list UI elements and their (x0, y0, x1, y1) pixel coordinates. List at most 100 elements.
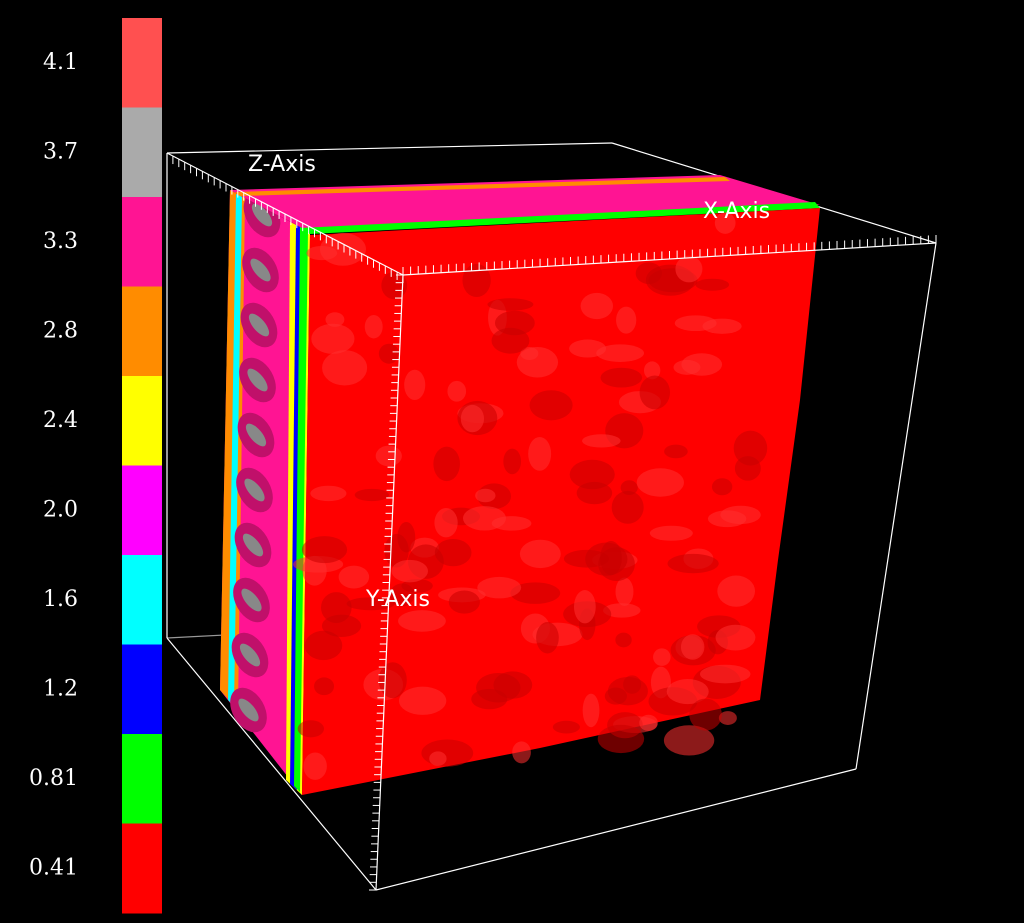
shade-patch (717, 575, 756, 607)
shade-patch (398, 610, 446, 632)
colorbar-label: 3.3 (43, 229, 78, 254)
shade-patch (715, 624, 756, 651)
colorbar-swatch (122, 376, 162, 466)
shade-patch (389, 583, 415, 607)
shade-patch (404, 369, 426, 401)
shade-patch (319, 232, 366, 266)
colorbar-swatch (122, 286, 162, 377)
shade-patch (477, 576, 522, 599)
shade-patch (711, 478, 733, 496)
shade-patch (615, 577, 634, 606)
shade-patch (491, 327, 530, 354)
shade-patch (378, 662, 407, 699)
colorbar-label: 0.81 (29, 766, 78, 791)
blob-core (238, 698, 259, 722)
shade-patch (310, 485, 347, 502)
shade-patch (536, 622, 559, 654)
blob-core (241, 588, 262, 612)
shade-patch (448, 590, 480, 614)
colorbar-label: 1.2 (43, 676, 78, 701)
isosurface-blobs (230, 192, 281, 733)
shade-patch (301, 536, 348, 564)
shade-patch (338, 565, 370, 589)
shade-patch (714, 212, 736, 234)
shade-patch (673, 359, 701, 375)
shade-patch (487, 298, 534, 311)
blob-core (247, 368, 268, 392)
shade-patch (596, 344, 645, 362)
shade-patch (649, 525, 693, 541)
shade-patch (303, 752, 327, 780)
shade-patch (603, 603, 641, 618)
blob-core (251, 203, 273, 227)
shade-patch (663, 725, 715, 756)
blob-core (248, 313, 270, 337)
shade-patch (700, 664, 751, 684)
shade-patch (434, 508, 458, 538)
shade-patch (476, 672, 521, 703)
shade-patch (666, 678, 709, 705)
shade-patch (615, 632, 632, 648)
shade-patch (707, 510, 747, 528)
axis-ticks (166, 153, 937, 891)
shade-patch (510, 582, 561, 604)
shade-patch (576, 481, 613, 505)
shade-patch (381, 271, 408, 300)
shade-patch (512, 741, 531, 764)
shade-patch (653, 648, 671, 666)
colorbar: 4.1 3.7 3.3 2.8 2.4 2.0 1.6 1.2 0.81 0.41 (29, 18, 162, 914)
colorbar-swatch (122, 644, 162, 735)
shade-patch (689, 698, 722, 731)
shade-patch (304, 630, 343, 661)
blob-core (242, 533, 264, 557)
colorbar-swatch (122, 823, 162, 914)
shade-patch (346, 597, 395, 611)
shade-patch (354, 488, 389, 502)
shade-patch (664, 444, 688, 459)
colorbar-label: 4.1 (43, 50, 78, 75)
colorbar-swatch (122, 107, 162, 198)
colorbar-swatch (122, 197, 162, 287)
shade-patch (375, 445, 402, 467)
shade-patch (491, 516, 532, 531)
colorbar-label: 1.6 (43, 587, 78, 612)
shade-patch (674, 315, 717, 332)
shade-patch (475, 488, 496, 503)
colorbar-label: 0.41 (29, 855, 78, 880)
shade-patch (616, 306, 637, 334)
shade-patch (519, 539, 561, 569)
shade-patch (516, 347, 559, 378)
colorbar-label: 3.7 (43, 139, 78, 164)
shade-patch (582, 693, 600, 728)
shade-patch (573, 590, 596, 624)
z-axis-label: Z-Axis (248, 152, 316, 177)
shade-patch (322, 350, 368, 386)
shade-patch (597, 724, 645, 754)
shade-patch (325, 312, 345, 327)
shade-patch (643, 361, 661, 380)
shade-patch (611, 490, 644, 524)
shade-patch (580, 292, 614, 320)
shade-patch (680, 634, 705, 660)
shade-patch (718, 711, 737, 725)
shade-patch (569, 459, 615, 490)
colorbar-label: 2.0 (43, 497, 78, 522)
shade-patch (569, 339, 607, 358)
shade-patch (314, 677, 335, 696)
colorbar-swatch (122, 18, 162, 108)
shade-patch (529, 390, 573, 421)
shade-patch (297, 720, 325, 738)
shade-patch (563, 549, 610, 568)
shade-patch (733, 430, 768, 466)
blob-core (244, 478, 265, 502)
shade-patch (398, 686, 447, 715)
blob-core (245, 423, 267, 447)
shade-patch (460, 404, 485, 433)
shade-patch (675, 255, 703, 283)
shade-patch (503, 448, 522, 475)
shade-patch (429, 751, 447, 766)
shade-patch (582, 434, 621, 448)
y-axis-label: Y-Axis (365, 587, 430, 612)
shade-patch (639, 375, 671, 410)
